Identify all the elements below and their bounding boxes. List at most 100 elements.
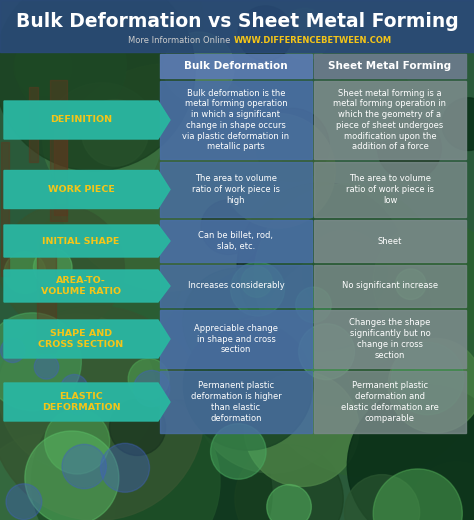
Circle shape [6,484,42,519]
Circle shape [345,475,419,520]
Circle shape [253,243,474,477]
Text: DEFINITION: DEFINITION [50,115,112,124]
Circle shape [237,183,406,351]
Polygon shape [4,270,170,302]
Circle shape [235,445,343,520]
Circle shape [31,387,220,520]
Bar [314,265,466,307]
Circle shape [250,225,431,406]
Circle shape [388,339,474,433]
Text: Sheet metal forming is a
metal forming operation in
which the geometry of a
piec: Sheet metal forming is a metal forming o… [334,88,447,151]
Bar [160,310,312,368]
Bar [54,128,66,215]
Circle shape [244,372,359,487]
Text: AREA-TO-
VOLUME RATIO: AREA-TO- VOLUME RATIO [41,276,121,296]
Text: ELASTIC
DEFORMATION: ELASTIC DEFORMATION [42,392,120,412]
Text: Permanent plastic
deformation is higher
than elastic
deformation: Permanent plastic deformation is higher … [191,381,282,423]
Text: INITIAL SHAPE: INITIAL SHAPE [42,237,120,245]
Circle shape [193,315,351,473]
Circle shape [296,287,331,323]
Bar [160,54,312,78]
Circle shape [0,314,155,471]
Circle shape [442,98,474,150]
Circle shape [241,266,272,297]
Text: Sheet Metal Forming: Sheet Metal Forming [328,61,452,71]
Text: Bulk Deformation vs Sheet Metal Forming: Bulk Deformation vs Sheet Metal Forming [16,12,458,31]
Text: The area to volume
ratio of work piece is
low: The area to volume ratio of work piece i… [346,174,434,205]
Text: WORK PIECE: WORK PIECE [47,185,114,194]
Bar [160,220,312,262]
Bar [314,162,466,217]
Polygon shape [4,383,170,421]
Circle shape [14,38,72,96]
Circle shape [109,399,165,456]
Bar [28,87,38,162]
Bar [1,142,9,276]
Bar [314,371,466,433]
Text: Changes the shape
significantly but no
change in cross
section: Changes the shape significantly but no c… [349,318,431,360]
Circle shape [377,116,441,180]
Circle shape [69,397,86,414]
Circle shape [0,205,124,330]
Text: The area to volume
ratio of work piece is
high: The area to volume ratio of work piece i… [192,174,280,205]
Bar [36,240,56,352]
Circle shape [34,355,59,379]
Circle shape [373,220,474,344]
Circle shape [230,262,284,316]
Polygon shape [4,225,170,257]
Circle shape [373,469,462,520]
Bar [0,0,474,52]
Circle shape [410,462,474,520]
Circle shape [392,342,464,415]
Circle shape [25,431,119,520]
Bar [160,162,312,217]
Circle shape [28,194,183,349]
Bar [314,54,466,78]
Circle shape [45,409,109,474]
Circle shape [254,184,439,369]
Circle shape [82,99,148,166]
Circle shape [43,0,203,103]
Circle shape [183,321,313,450]
Text: Sheet: Sheet [378,237,402,245]
Circle shape [34,248,72,287]
Bar [160,265,312,307]
Text: Permanent plastic
deformation and
elastic deformation are
comparable: Permanent plastic deformation and elasti… [341,381,439,423]
Bar [50,80,67,221]
Bar [314,81,466,159]
Text: Bulk Deformation: Bulk Deformation [184,61,288,71]
Circle shape [0,0,195,171]
Text: Can be billet, rod,
slab, etc.: Can be billet, rod, slab, etc. [199,231,273,251]
Circle shape [182,268,290,375]
Circle shape [55,63,282,291]
Bar [160,81,312,159]
Circle shape [4,252,46,293]
Polygon shape [4,171,170,209]
Polygon shape [4,101,170,139]
Circle shape [209,316,314,421]
Polygon shape [4,320,170,358]
Text: Bulk deformation is the
metal forming operation
in which a significant
change in: Bulk deformation is the metal forming op… [182,88,290,151]
Circle shape [395,269,426,300]
Circle shape [134,370,170,407]
Circle shape [100,443,149,492]
Circle shape [220,113,335,228]
Circle shape [255,108,329,182]
Circle shape [43,83,161,201]
Circle shape [83,400,272,520]
Circle shape [0,306,204,520]
Circle shape [128,358,169,399]
Circle shape [0,434,115,520]
Circle shape [238,6,293,61]
Circle shape [210,424,266,479]
Circle shape [201,200,255,255]
Circle shape [299,324,355,380]
Circle shape [164,32,234,103]
Text: Appreciable change
in shape and cross
section: Appreciable change in shape and cross se… [194,324,278,354]
Text: More Information Online: More Information Online [128,36,230,45]
Circle shape [62,444,106,489]
Circle shape [0,313,82,411]
Circle shape [61,374,88,401]
Circle shape [16,9,126,120]
Text: WWW.DIFFERENCEBETWEEN.COM: WWW.DIFFERENCEBETWEEN.COM [234,36,392,45]
